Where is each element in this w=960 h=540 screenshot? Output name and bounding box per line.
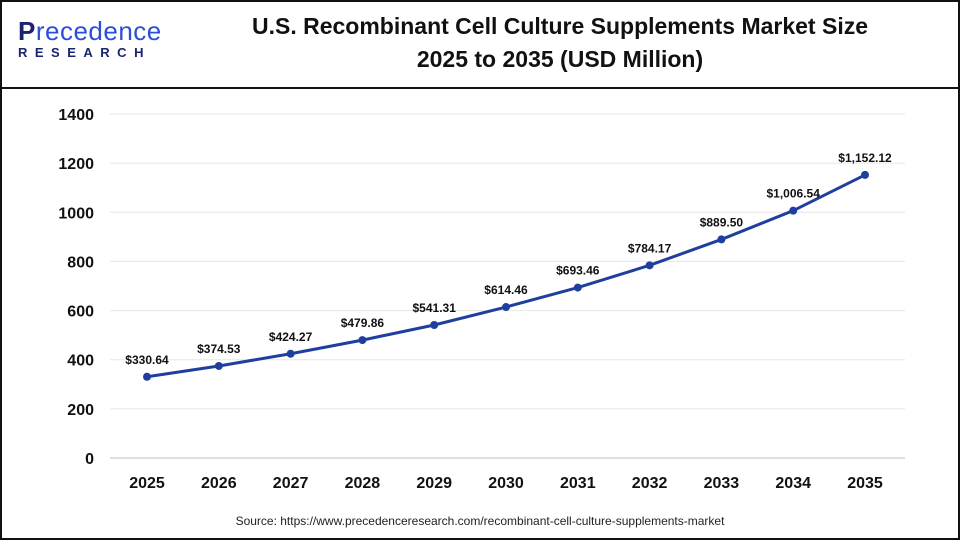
- data-point: [502, 303, 510, 312]
- x-tick-label: 2034: [775, 475, 811, 492]
- y-tick-label: 600: [67, 304, 94, 321]
- title-line-2: 2025 to 2035 (USD Million): [416, 46, 704, 72]
- data-label: $424.27: [269, 330, 313, 344]
- data-point: [789, 206, 798, 215]
- data-point: [430, 320, 439, 329]
- logo-subtext: RESEARCH: [18, 45, 151, 60]
- chart-title: U.S. Recombinant Cell Culture Supplement…: [200, 10, 920, 76]
- data-label: $541.31: [413, 301, 457, 315]
- title-line-1: U.S. Recombinant Cell Culture Supplement…: [251, 13, 868, 39]
- y-tick-label: 200: [67, 402, 94, 419]
- data-point: [358, 336, 367, 345]
- data-label: $1,152.12: [838, 151, 892, 165]
- y-tick-label: 400: [67, 353, 94, 370]
- x-tick-label: 2029: [416, 475, 452, 492]
- y-tick-label: 800: [67, 254, 94, 271]
- data-point: [143, 372, 151, 381]
- header: Precedence RESEARCH U.S. Recombinant Cel…: [0, 0, 960, 89]
- precedence-research-logo: Precedence RESEARCH: [18, 16, 161, 60]
- x-tick-label: 2027: [273, 475, 309, 492]
- x-tick-label: 2030: [488, 475, 524, 492]
- data-point: [717, 235, 726, 244]
- y-tick-label: 0: [85, 451, 94, 468]
- data-label: $889.50: [700, 215, 744, 229]
- data-point: [861, 170, 869, 179]
- x-tick-label: 2032: [632, 475, 668, 492]
- source-note: Source: https://www.precedenceresearch.c…: [235, 514, 725, 528]
- data-label: $1,006.54: [767, 187, 821, 201]
- data-point: [214, 361, 223, 370]
- data-label: $330.64: [125, 353, 169, 367]
- x-tick-label: 2028: [345, 475, 381, 492]
- y-tick-label: 1400: [58, 107, 94, 124]
- data-point: [286, 349, 295, 358]
- x-tick-label: 2035: [847, 475, 883, 492]
- y-tick-label: 1200: [58, 156, 94, 173]
- x-tick-label: 2033: [704, 475, 740, 492]
- x-tick-label: 2031: [560, 475, 596, 492]
- data-label: $479.86: [341, 316, 385, 330]
- x-tick-label: 2026: [201, 475, 237, 492]
- data-point: [645, 261, 654, 270]
- data-point: [573, 283, 582, 292]
- data-label: $614.46: [484, 283, 528, 297]
- data-label: $374.53: [197, 342, 241, 356]
- series-line: [146, 173, 866, 379]
- data-label: $784.17: [628, 241, 672, 255]
- x-tick-label: 2025: [129, 475, 165, 492]
- data-label: $693.46: [556, 264, 600, 278]
- logo-text: recedence: [35, 16, 162, 46]
- logo-initial: P: [18, 16, 36, 46]
- y-tick-label: 1000: [58, 205, 94, 222]
